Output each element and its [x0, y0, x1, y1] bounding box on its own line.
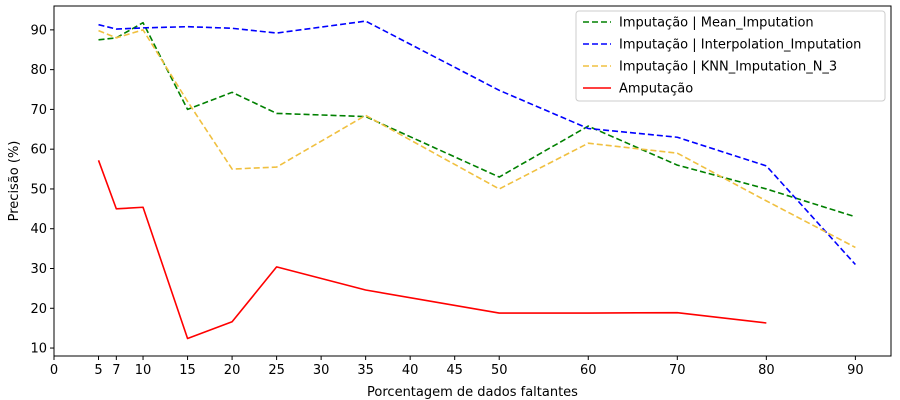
- series-line-0: [98, 21, 856, 218]
- x-tick-label: 45: [446, 363, 463, 378]
- x-tick-label: 35: [357, 363, 374, 378]
- x-tick-label: 0: [50, 363, 58, 378]
- series-line-1: [98, 20, 856, 266]
- y-tick-label: 20: [30, 302, 47, 317]
- x-tick-label: 15: [179, 363, 196, 378]
- y-tick-label: 30: [30, 262, 47, 277]
- legend-entry-label: Amputação: [619, 82, 693, 97]
- x-tick-label: 50: [491, 363, 508, 378]
- y-tick-label: 50: [30, 182, 47, 197]
- legend: Imputação | Mean_Imputation Imputação | I…: [575, 10, 886, 102]
- y-tick-label: 10: [30, 342, 47, 357]
- x-tick-label: 80: [758, 363, 775, 378]
- y-axis-label: Precisão (%): [7, 141, 22, 222]
- plot-area: [53, 5, 892, 357]
- legend-box: [575, 10, 886, 102]
- x-axis: 0 5 7 10 15 20 25 30 35 40 45 50 60 70 80 90: [50, 356, 864, 378]
- series-line-2: [98, 29, 856, 249]
- x-tick-label: 7: [112, 363, 120, 378]
- x-tick-label: 70: [669, 363, 686, 378]
- y-tick-label: 80: [30, 63, 47, 78]
- x-tick-label: 90: [847, 363, 864, 378]
- x-tick-label: 20: [224, 363, 241, 378]
- x-tick-label: 10: [135, 363, 152, 378]
- y-tick-label: 40: [30, 222, 47, 237]
- legend-entry-label: Imputação | Interpolation_Imputation: [619, 38, 861, 53]
- series-layer: [97, 20, 856, 340]
- x-tick-label: 40: [402, 363, 419, 378]
- x-tick-label: 60: [580, 363, 597, 378]
- y-tick-label: 70: [30, 103, 47, 118]
- x-tick-label: 5: [94, 363, 102, 378]
- y-tick-label: 60: [30, 143, 47, 158]
- x-tick-label: 30: [313, 363, 330, 378]
- series-line-3: [97, 160, 767, 340]
- y-tick-label: 90: [30, 23, 47, 38]
- y-axis: 10 20 30 40 50 60 70 80 90: [30, 23, 54, 357]
- plot-frame: [53, 5, 892, 357]
- legend-entry-label: Imputação | Mean_Imputation: [619, 16, 814, 31]
- x-tick-label: 25: [268, 363, 285, 378]
- x-axis-label: Porcentagem de dados faltantes: [367, 385, 578, 400]
- legend-entry-label: Imputação | KNN_Imputation_N_3: [619, 60, 837, 75]
